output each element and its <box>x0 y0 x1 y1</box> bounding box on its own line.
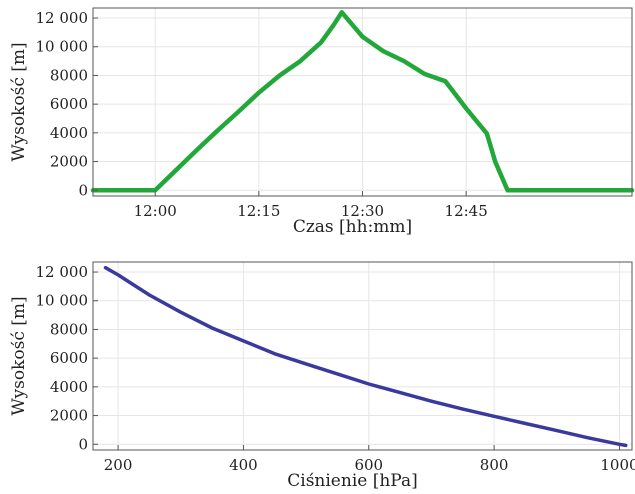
y-tick-label: 8000 <box>50 66 88 84</box>
x-tick-label: 600 <box>354 456 383 474</box>
y-axis-label: Wysokość [m] <box>9 42 29 161</box>
y-tick-label: 4000 <box>50 378 88 396</box>
y-tick-label: 10 000 <box>36 292 89 310</box>
y-tick-label: 0 <box>78 181 88 199</box>
x-tick-label: 200 <box>104 456 133 474</box>
x-tick-label: 400 <box>229 456 258 474</box>
series-line <box>90 10 635 193</box>
x-tick-label: 12:15 <box>237 202 280 220</box>
y-tick-label: 6000 <box>50 349 88 367</box>
x-tick-label: 12:00 <box>134 202 177 220</box>
x-axis-label: Czas [hh:mm] <box>293 217 412 237</box>
x-tick-label: 12:45 <box>445 202 488 220</box>
y-tick-label: 8000 <box>50 320 88 338</box>
y-tick-label: 4000 <box>50 124 88 142</box>
y-tick-label: 0 <box>78 435 88 453</box>
plot-frame <box>92 261 633 451</box>
x-tick-label: 800 <box>480 456 509 474</box>
y-tick-label: 2000 <box>50 407 88 425</box>
x-axis-label: Ciśnienie [hPa] <box>287 471 418 491</box>
series-line <box>103 265 628 448</box>
y-tick-label: 12 000 <box>36 9 89 27</box>
y-axis-label: Wysokość [m] <box>9 296 29 415</box>
y-tick-label: 12 000 <box>36 263 89 281</box>
chart-panel-1: 12:00 12:15 12:30 12:45 0 2000 4000 6000 8000 10 … <box>9 7 635 237</box>
y-tick-label: 10 000 <box>36 38 89 56</box>
x-tick-label: 12:30 <box>341 202 384 220</box>
x-tick-label: 1000 <box>600 456 635 474</box>
y-tick-label: 6000 <box>50 95 88 113</box>
y-tick-label: 2000 <box>50 153 88 171</box>
